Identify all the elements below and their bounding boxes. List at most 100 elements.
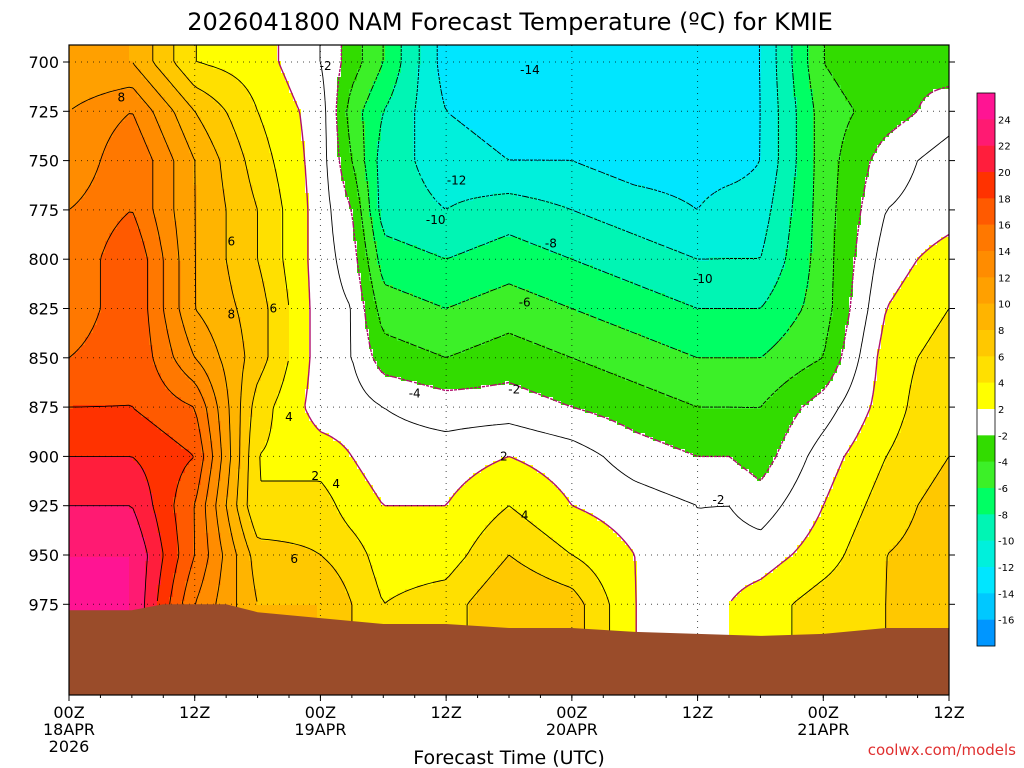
temperature-cell bbox=[501, 61, 506, 66]
temperature-cell bbox=[645, 125, 650, 130]
temperature-cell bbox=[209, 121, 214, 126]
temperature-cell bbox=[569, 49, 574, 54]
temperature-cell bbox=[653, 49, 658, 54]
temperature-cell bbox=[69, 81, 74, 86]
temperature-cell bbox=[645, 121, 650, 126]
temperature-cell bbox=[937, 89, 942, 94]
temperature-cell bbox=[473, 89, 478, 94]
temperature-cell bbox=[705, 125, 710, 130]
temperature-cell bbox=[537, 113, 542, 118]
temperature-cell bbox=[905, 53, 910, 58]
temperature-cell bbox=[645, 81, 650, 86]
temperature-cell bbox=[89, 61, 94, 66]
temperature-cell bbox=[153, 49, 158, 54]
temperature-cell bbox=[205, 117, 210, 122]
temperature-cell bbox=[885, 109, 890, 114]
temperature-cell bbox=[837, 49, 842, 54]
temperature-cell bbox=[409, 69, 414, 74]
temperature-cell bbox=[845, 61, 850, 66]
temperature-cell bbox=[329, 81, 334, 86]
temperature-cell bbox=[489, 53, 494, 58]
temperature-cell bbox=[345, 133, 350, 138]
temperature-cell bbox=[729, 77, 734, 82]
temperature-cell bbox=[521, 57, 526, 62]
temperature-cell bbox=[829, 69, 834, 74]
temperature-cell bbox=[217, 53, 222, 58]
temperature-cell bbox=[201, 113, 206, 118]
temperature-cell bbox=[613, 81, 618, 86]
temperature-cell bbox=[737, 93, 742, 98]
temperature-cell bbox=[317, 77, 322, 82]
temperature-cell bbox=[809, 117, 814, 122]
temperature-cell bbox=[277, 81, 282, 86]
temperature-cell bbox=[741, 45, 746, 50]
temperature-cell bbox=[401, 93, 406, 98]
temperature-cell bbox=[409, 61, 414, 66]
temperature-cell bbox=[781, 105, 786, 110]
temperature-cell bbox=[585, 105, 590, 110]
temperature-cell bbox=[373, 45, 378, 50]
temperature-cell bbox=[581, 117, 586, 122]
temperature-cell bbox=[921, 53, 926, 58]
temperature-cell bbox=[105, 109, 110, 114]
temperature-cell bbox=[709, 105, 714, 110]
temperature-cell bbox=[873, 81, 878, 86]
temperature-cell bbox=[885, 101, 890, 106]
temperature-cell bbox=[449, 85, 454, 90]
temperature-cell bbox=[825, 73, 830, 78]
temperature-cell bbox=[169, 53, 174, 58]
temperature-cell bbox=[461, 49, 466, 54]
temperature-cell bbox=[441, 77, 446, 82]
temperature-cell bbox=[945, 125, 949, 130]
temperature-cell bbox=[265, 57, 270, 62]
temperature-cell bbox=[69, 49, 74, 54]
temperature-cell bbox=[749, 97, 754, 102]
temperature-cell bbox=[293, 109, 298, 114]
temperature-cell bbox=[653, 97, 658, 102]
temperature-cell bbox=[253, 121, 258, 126]
temperature-cell bbox=[213, 89, 218, 94]
temperature-cell bbox=[145, 121, 150, 126]
temperature-cell bbox=[273, 101, 278, 106]
temperature-cell bbox=[805, 73, 810, 78]
temperature-cell bbox=[481, 73, 486, 78]
temperature-cell bbox=[941, 77, 946, 82]
temperature-cell bbox=[377, 121, 382, 126]
temperature-cell bbox=[93, 73, 98, 78]
temperature-cell bbox=[661, 73, 666, 78]
temperature-cell bbox=[365, 81, 370, 86]
temperature-cell bbox=[309, 69, 314, 74]
temperature-cell bbox=[301, 81, 306, 86]
temperature-cell bbox=[825, 69, 830, 74]
temperature-cell bbox=[457, 45, 462, 50]
temperature-cell bbox=[469, 81, 474, 86]
temperature-cell bbox=[813, 89, 818, 94]
temperature-cell bbox=[773, 109, 778, 114]
temperature-cell bbox=[69, 117, 74, 122]
temperature-cell bbox=[877, 49, 882, 54]
temperature-cell bbox=[345, 53, 350, 58]
temperature-cell bbox=[561, 53, 566, 58]
temperature-cell bbox=[197, 125, 202, 130]
temperature-cell bbox=[361, 49, 366, 54]
temperature-cell bbox=[857, 61, 862, 66]
temperature-cell bbox=[657, 97, 662, 102]
temperature-cell bbox=[533, 49, 538, 54]
temperature-cell bbox=[685, 77, 690, 82]
temperature-cell bbox=[521, 101, 526, 106]
temperature-cell bbox=[137, 105, 142, 110]
temperature-cell bbox=[737, 57, 742, 62]
temperature-cell bbox=[665, 81, 670, 86]
temperature-cell bbox=[321, 89, 326, 94]
temperature-cell bbox=[773, 121, 778, 126]
temperature-cell bbox=[785, 129, 790, 134]
temperature-cell bbox=[937, 45, 942, 50]
temperature-cell bbox=[373, 121, 378, 126]
temperature-cell bbox=[873, 109, 878, 114]
temperature-cell bbox=[881, 109, 886, 114]
temperature-cell bbox=[289, 105, 294, 110]
temperature-cell bbox=[473, 97, 478, 102]
temperature-cell bbox=[485, 49, 490, 54]
temperature-cell bbox=[77, 97, 82, 102]
temperature-cell bbox=[245, 129, 250, 134]
